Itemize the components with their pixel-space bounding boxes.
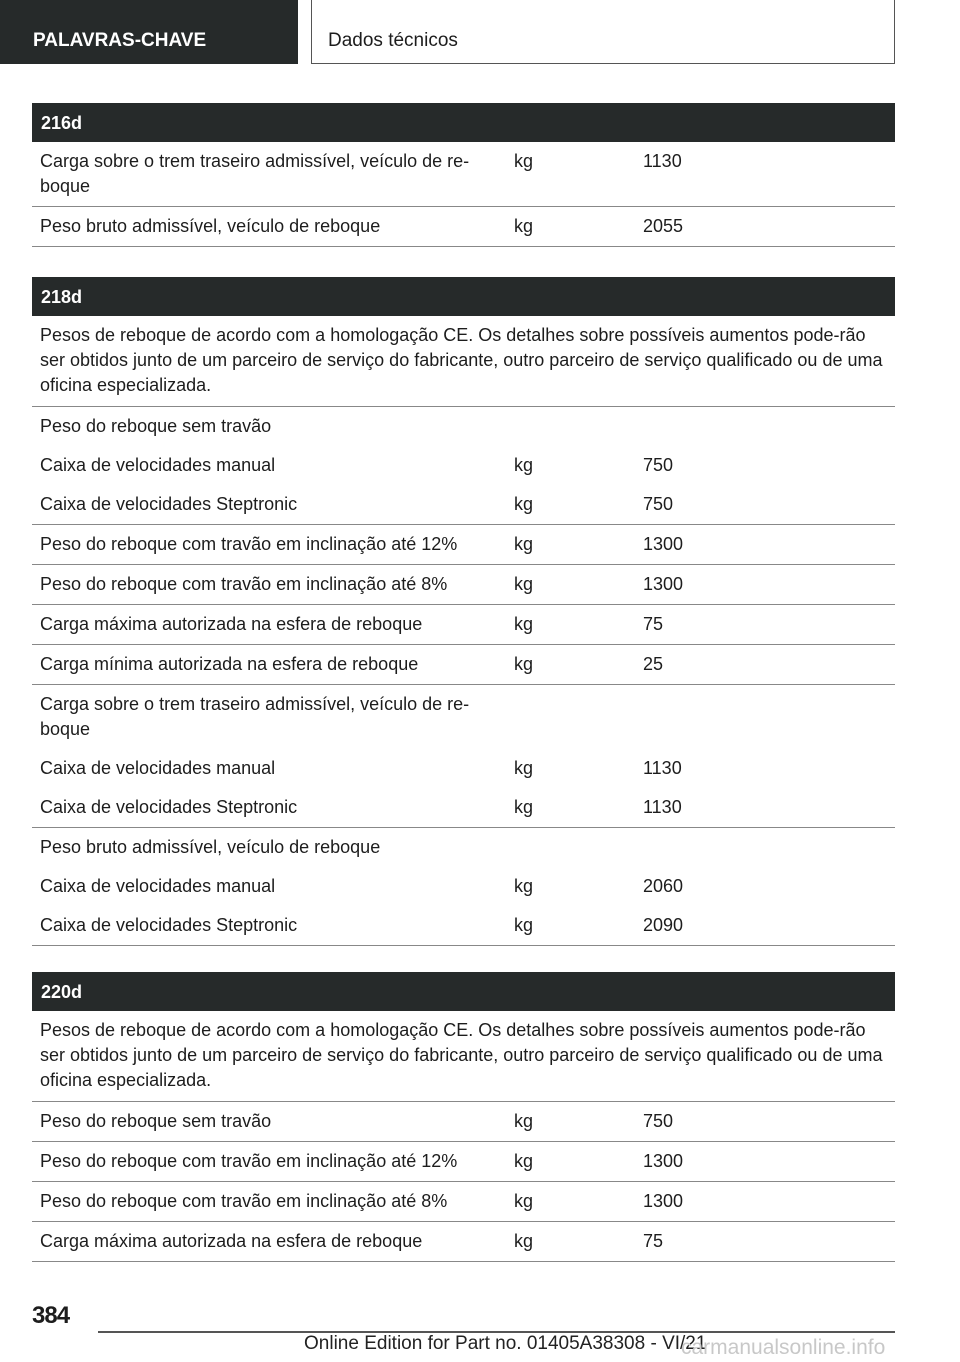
row-unit: kg — [514, 1191, 534, 1211]
row-value: 25 — [643, 654, 664, 674]
row-label: Peso do reboque com travão em inclinação… — [40, 1191, 448, 1211]
row-unit: kg — [514, 574, 534, 594]
section-note: Pesos de reboque de acordo com a homolog… — [32, 316, 895, 407]
table-row: Caixa de velocidades manual kg 750 — [32, 446, 895, 485]
footer-divider — [98, 1331, 895, 1333]
row-value: 1130 — [643, 797, 682, 817]
row-unit: kg — [514, 797, 534, 817]
row-label: Peso do reboque sem travão — [40, 416, 272, 436]
row-label: Caixa de velocidades Steptronic — [40, 915, 298, 935]
row-value: 1300 — [643, 534, 684, 554]
row-label: Caixa de velocidades Steptronic — [40, 494, 298, 514]
row-value: 1130 — [643, 151, 682, 171]
table-row: Carga máxima autorizada na esfera de reb… — [32, 605, 895, 645]
table-row: Peso bruto admissível, veículo de reboqu… — [32, 828, 895, 867]
row-value: 750 — [643, 1111, 674, 1131]
table-row: Peso do reboque sem travão kg 750 — [32, 1102, 895, 1142]
row-value: 75 — [643, 1231, 664, 1251]
table-row: Caixa de velocidades Steptronic kg 2090 — [32, 906, 895, 946]
row-label: Carga máxima autorizada na esfera de reb… — [40, 1231, 423, 1251]
row-label: Peso do reboque com travão em inclinação… — [40, 574, 448, 594]
row-value: 1300 — [643, 1191, 684, 1211]
row-unit: kg — [514, 1111, 534, 1131]
section-title: 216d — [32, 103, 895, 142]
row-value: 2055 — [643, 216, 684, 236]
row-label: Caixa de velocidades manual — [40, 455, 276, 475]
table-row: Caixa de velocidades manual kg 1130 — [32, 749, 895, 788]
row-unit: kg — [514, 494, 534, 514]
section-title: 220d — [32, 972, 895, 1011]
page-number: 384 — [32, 1302, 70, 1329]
table-row: Peso do reboque com travão em inclinação… — [32, 565, 895, 605]
row-label: Peso do reboque sem travão — [40, 1111, 272, 1131]
row-unit: kg — [514, 876, 534, 896]
row-value: 750 — [643, 494, 674, 514]
row-label: Carga mínima autorizada na esfera de reb… — [40, 654, 419, 674]
table-row: Peso do reboque com travão em inclinação… — [32, 1182, 895, 1222]
row-label: Peso bruto admissível, veículo de reboqu… — [40, 837, 381, 857]
spec-section: 216d Carga sobre o trem traseiro admissív… — [32, 103, 895, 247]
row-label: Caixa de velocidades Steptronic — [40, 797, 298, 817]
row-label: Peso bruto admissível, veículo de reboqu… — [40, 216, 381, 236]
row-value: 2090 — [643, 915, 684, 935]
table-row: Carga sobre o trem traseiro admissível, … — [32, 142, 895, 207]
section-tab[interactable]: PALAVRAS-CHAVE — [0, 0, 298, 64]
row-value: 1130 — [643, 758, 682, 778]
row-label: Carga sobre o trem traseiro admissível, … — [40, 694, 470, 739]
row-unit: kg — [514, 534, 534, 554]
row-value: 75 — [643, 614, 664, 634]
table-row: Peso do reboque com travão em inclinação… — [32, 525, 895, 565]
table-row: Carga máxima autorizada na esfera de reb… — [32, 1222, 895, 1262]
row-unit: kg — [514, 455, 534, 475]
row-unit: kg — [514, 915, 534, 935]
row-label: Carga sobre o trem traseiro admissível, … — [40, 151, 470, 196]
section-title: 218d — [32, 277, 895, 316]
spec-section: 220d Pesos de reboque de acordo com a hom… — [32, 972, 895, 1262]
table-row: Caixa de velocidades Steptronic kg 750 — [32, 485, 895, 525]
watermark: carmanualsonline.info — [681, 1336, 886, 1359]
row-value: 1300 — [643, 574, 684, 594]
table-row: Carga mínima autorizada na esfera de reb… — [32, 645, 895, 685]
table-row: Peso do reboque sem travão — [32, 407, 895, 446]
row-unit: kg — [514, 758, 534, 778]
row-unit: kg — [514, 654, 534, 674]
table-row: Carga sobre o trem traseiro admissível, … — [32, 685, 895, 749]
row-value: 750 — [643, 455, 674, 475]
row-label: Peso do reboque com travão em inclinação… — [40, 1151, 458, 1171]
row-unit: kg — [514, 151, 534, 171]
chapter-tab[interactable]: Dados técnicos — [311, 0, 895, 64]
spec-section: 218d Pesos de reboque de acordo com a hom… — [32, 277, 895, 946]
row-label: Caixa de velocidades manual — [40, 876, 276, 896]
row-label: Peso do reboque com travão em inclinação… — [40, 534, 458, 554]
table-row: Peso do reboque com travão em inclinação… — [32, 1142, 895, 1182]
row-value: 2060 — [643, 876, 684, 896]
section-note: Pesos de reboque de acordo com a homolog… — [32, 1011, 895, 1102]
row-label: Carga máxima autorizada na esfera de reb… — [40, 614, 423, 634]
edition-text: Online Edition for Part no. 01405A38308 … — [304, 1333, 707, 1354]
row-unit: kg — [514, 216, 534, 236]
row-label: Caixa de velocidades manual — [40, 758, 276, 778]
table-row: Caixa de velocidades Steptronic kg 1130 — [32, 788, 895, 828]
table-row: Caixa de velocidades manual kg 2060 — [32, 867, 895, 906]
row-unit: kg — [514, 1151, 534, 1171]
row-unit: kg — [514, 614, 534, 634]
row-unit: kg — [514, 1231, 534, 1251]
row-value: 1300 — [643, 1151, 684, 1171]
table-row: Peso bruto admissível, veículo de reboqu… — [32, 207, 895, 247]
